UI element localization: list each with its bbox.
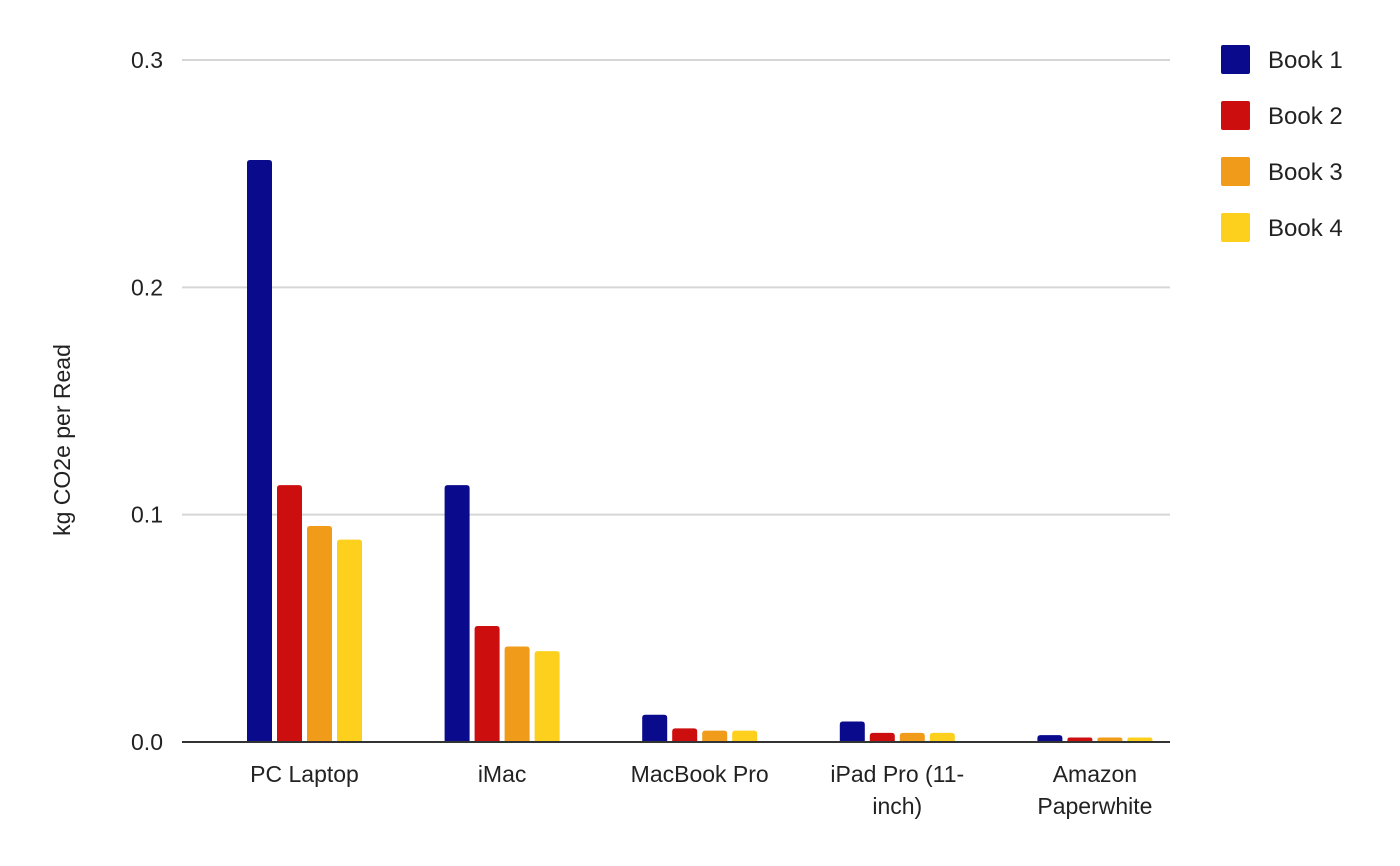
bar [1037, 735, 1063, 742]
bar [337, 539, 362, 742]
x-tick-label: PC Laptop [250, 761, 359, 787]
bar [839, 721, 865, 742]
y-tick-label: 0.2 [131, 274, 163, 300]
bar [444, 485, 470, 742]
bar [504, 646, 530, 742]
bar [534, 651, 560, 742]
bar [277, 485, 302, 742]
legend-swatch [1221, 45, 1250, 74]
bar [672, 728, 698, 742]
bar [474, 626, 500, 742]
legend-label: Book 1 [1268, 47, 1343, 74]
y-tick-label: 0.0 [131, 729, 163, 755]
legend: Book 1 Book 2 Book 3 Book 4 [1221, 45, 1343, 242]
bar [247, 160, 272, 742]
legend-swatch [1221, 157, 1250, 186]
x-tick-label: iPad Pro (11-inch) [830, 761, 964, 819]
bar [1097, 737, 1123, 742]
legend-label: Book 2 [1268, 103, 1343, 130]
legend-label: Book 4 [1268, 215, 1343, 242]
y-axis-title: kg CO2e per Read [49, 344, 75, 536]
x-tick-label: Amazon Paperwhite [1037, 761, 1152, 819]
y-tick-label: 0.3 [131, 47, 163, 73]
bar [1127, 737, 1153, 742]
bar [702, 730, 728, 742]
x-tick-label: iMac [478, 761, 527, 787]
bar [307, 526, 332, 742]
legend-swatch [1221, 101, 1250, 130]
bar [869, 732, 895, 742]
legend-swatch [1221, 213, 1250, 242]
y-tick-label: 0.1 [131, 502, 163, 528]
bars [247, 160, 1153, 742]
bar [732, 730, 758, 742]
bar [899, 732, 925, 742]
legend-label: Book 3 [1268, 159, 1343, 186]
x-tick-label: MacBook Pro [631, 761, 769, 787]
bar [1067, 737, 1093, 742]
y-tick-labels: 0.0 0.1 0.2 0.3 [131, 47, 163, 755]
bar [929, 732, 955, 742]
x-tick-labels: PC Laptop iMac MacBook Pro iPad Pro (11-inc… [250, 761, 1152, 819]
bar [642, 714, 668, 742]
gridlines [182, 59, 1170, 516]
